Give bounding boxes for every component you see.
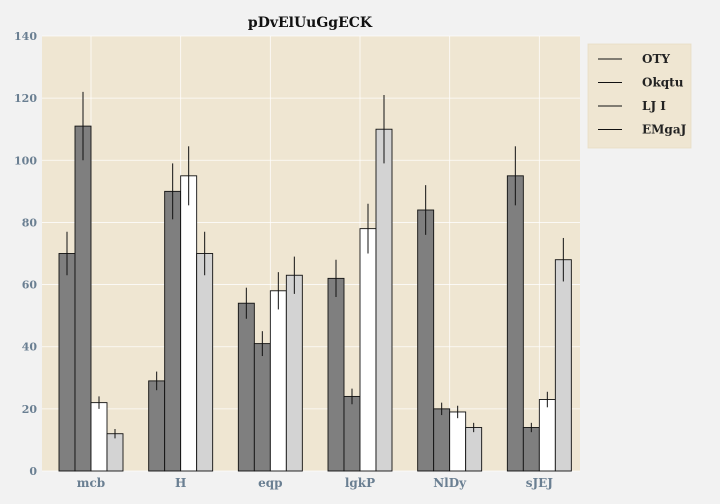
y-tick-label: 100	[14, 154, 37, 167]
bar	[522, 427, 540, 472]
x-tick-label: sJEJ	[526, 476, 554, 490]
x-tick-label: mcb	[77, 476, 105, 490]
bar	[269, 290, 287, 472]
bar	[538, 399, 556, 472]
bar	[449, 411, 467, 472]
bar	[433, 408, 451, 472]
y-tick-label: 20	[22, 403, 38, 416]
y-tick-label: 140	[14, 30, 37, 43]
bar	[359, 228, 377, 472]
legend-label: LJ I	[642, 99, 666, 113]
bar	[506, 175, 524, 472]
bar	[90, 402, 108, 472]
bar	[180, 175, 198, 472]
legend-label: OTY	[642, 52, 670, 66]
chart-title: pDvElUuGgECK	[248, 15, 373, 31]
bar	[375, 128, 393, 472]
bar	[417, 209, 435, 472]
bar	[58, 253, 76, 472]
y-tick-label: 60	[22, 279, 38, 292]
bar	[164, 190, 182, 472]
grid-lines	[42, 35, 580, 472]
bar	[106, 433, 124, 472]
legend-label: EMgaJ	[642, 123, 687, 137]
bar	[327, 277, 345, 472]
bar	[343, 395, 361, 472]
y-tick-label: 80	[22, 216, 38, 229]
bar	[148, 380, 166, 472]
legend-label: Okqtu	[642, 76, 684, 90]
x-tick-label: H	[175, 476, 186, 490]
bar	[285, 274, 303, 472]
x-tick-label: eqp	[258, 476, 282, 490]
y-tick-label: 40	[22, 341, 38, 354]
bar	[196, 253, 214, 472]
bar	[74, 125, 92, 472]
y-tick-label: 120	[14, 92, 37, 105]
bar	[253, 343, 271, 472]
legend-box	[587, 43, 692, 149]
x-tick-label: NlDy	[433, 476, 467, 490]
bar	[554, 259, 572, 472]
bar	[465, 427, 483, 472]
x-tick-label: lgkP	[345, 476, 375, 490]
bar	[237, 302, 255, 472]
plot-area	[42, 36, 580, 471]
y-axis: 0 20 40 60 80 100 120 140	[14, 30, 37, 478]
y-tick-label: 0	[29, 465, 37, 478]
bars	[58, 91, 572, 472]
legend: OTY Okqtu LJ I EMgaJ	[587, 43, 692, 149]
